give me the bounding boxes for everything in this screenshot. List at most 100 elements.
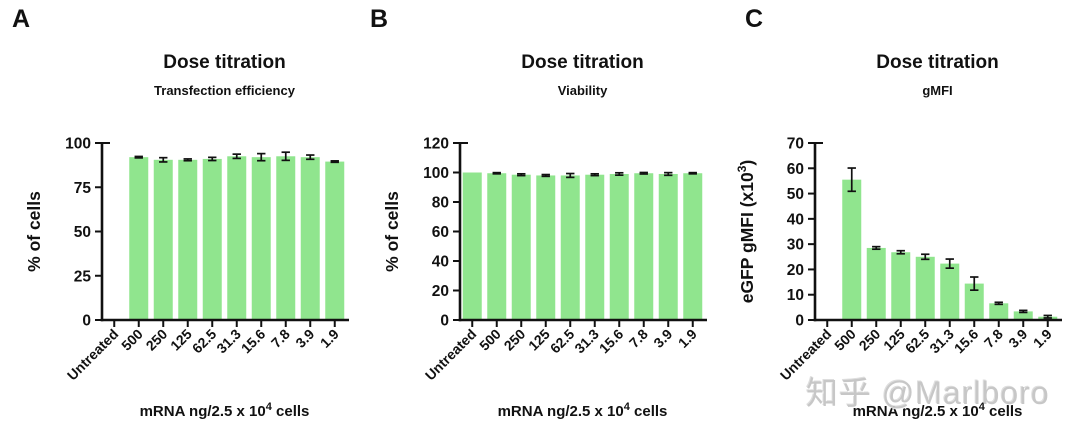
error-bar-1.9: [688, 171, 697, 175]
error-bar-62.5: [921, 253, 930, 261]
x-tick-label: 500: [476, 326, 504, 354]
bars: [129, 156, 345, 320]
bar-3.9: [1013, 311, 1033, 320]
x-tick-label: 31.3: [213, 326, 244, 357]
x-tick-label: 250: [856, 326, 884, 354]
y-tick-label: 80: [432, 195, 449, 212]
bar-500: [487, 173, 507, 320]
x-tick-label: Untreated: [777, 326, 835, 384]
error-bars: [847, 167, 1052, 319]
x-axis-title: mRNA ng/2.5 x 104 cells: [853, 401, 1023, 420]
y-axis-title: eGFP gMFI (x103): [735, 160, 757, 303]
panel-a-letter: A: [12, 5, 31, 33]
error-bar-7.8: [994, 301, 1003, 306]
x-tick-label: 7.8: [626, 326, 651, 351]
y-tick-label: 70: [787, 136, 804, 153]
bar-3.9: [300, 157, 320, 320]
error-bar-31.3: [590, 172, 599, 177]
y-tick-label: 50: [787, 186, 804, 203]
y-tick-label: 100: [65, 136, 91, 153]
y-tick-label: 0: [795, 313, 804, 330]
y-tick-label: 10: [787, 287, 804, 304]
x-tick-label: 7.8: [981, 326, 1006, 351]
panel-b-subtitle: Viability: [557, 83, 608, 98]
x-tick-label: 31.3: [926, 326, 957, 357]
bars: [842, 179, 1058, 320]
error-bars: [492, 171, 697, 179]
bar-1.9: [683, 173, 703, 320]
bar-7.8: [634, 173, 654, 320]
x-tick-label: 15.6: [596, 326, 627, 357]
axes: [813, 142, 1062, 322]
bar-125: [891, 252, 911, 320]
error-bar-7.8: [281, 151, 290, 162]
error-bar-3.9: [306, 154, 315, 161]
error-bar-1.9: [1043, 314, 1052, 319]
x-tick-label: 62.5: [902, 326, 933, 357]
error-bar-500: [134, 155, 143, 159]
x-tick-label: 1.9: [675, 326, 700, 351]
y-tick-label: 40: [787, 211, 804, 228]
bar-3.9: [658, 173, 678, 320]
error-bar-3.9: [664, 171, 673, 177]
x-tick-label: 3.9: [650, 326, 675, 351]
x-tick-label: 62.5: [547, 326, 578, 357]
panel-a: A Dose titration Transfection efficiency…: [0, 0, 367, 434]
bar-15.6: [251, 157, 271, 320]
y-tick-label: 100: [423, 165, 449, 182]
y-ticks: 0 25 50 75 100: [65, 136, 102, 330]
x-tick-label: 15.6: [238, 326, 269, 357]
error-bar-125: [541, 173, 550, 178]
x-tick-label: 62.5: [189, 326, 220, 357]
x-tick-label: Untreated: [422, 326, 480, 384]
y-tick-label: 75: [74, 180, 92, 197]
y-ticks: 0 10 20 30 40 50 60 70: [787, 136, 815, 330]
error-bar-31.3: [232, 153, 241, 160]
bar-7.8: [989, 303, 1009, 320]
error-bar-62.5: [208, 156, 217, 162]
bar-62.5: [915, 256, 935, 320]
y-tick-label: 0: [440, 313, 449, 330]
bar-1.9: [325, 161, 345, 320]
error-bar-250: [872, 245, 881, 251]
x-tick-label: 250: [501, 326, 529, 354]
y-tick-label: 25: [74, 268, 92, 285]
panel-b-title: Dose titration: [521, 52, 644, 73]
y-tick-label: 50: [74, 224, 91, 241]
x-tick-label: 500: [831, 326, 859, 354]
error-bar-62.5: [566, 172, 575, 179]
panel-c: C Dose titration gMFI 0 10 20 30 40 50 60 70 eGF…: [713, 0, 1080, 434]
error-bars: [134, 151, 339, 164]
bar-31.3: [585, 174, 605, 320]
y-tick-label: 0: [82, 313, 91, 330]
y-tick-label: 60: [432, 224, 449, 241]
bar-7.8: [276, 156, 296, 320]
bar-125: [178, 159, 198, 320]
bar-250: [153, 159, 173, 320]
bar-500: [842, 179, 862, 320]
x-tick-label: 125: [880, 326, 908, 354]
error-bar-500: [847, 167, 856, 193]
x-tick-label: 7.8: [268, 326, 293, 351]
chart-svg-B: 0 20 40 60 80 100 120 % of cells Untreated500250…: [382, 136, 707, 420]
y-axis-title: % of cells: [382, 191, 402, 272]
bar-62.5: [202, 158, 222, 320]
bar-31.3: [227, 156, 247, 320]
panel-c-subtitle: gMFI: [922, 83, 953, 98]
error-bar-3.9: [1019, 309, 1028, 314]
bar-Untreated: [462, 172, 482, 320]
y-tick-label: 120: [423, 136, 449, 153]
chart-b: 0 20 40 60 80 100 120 % of cells Untreated 500 250…: [358, 130, 718, 434]
panel-a-subtitle: Transfection efficiency: [154, 83, 295, 98]
x-tick-label: 3.9: [292, 326, 317, 351]
error-bar-31.3: [945, 258, 954, 270]
y-tick-label: 40: [432, 254, 449, 271]
bar-250: [511, 174, 531, 320]
x-tick-label: 1.9: [317, 326, 342, 351]
x-tick-label: 1.9: [1030, 326, 1055, 351]
x-tick-label: 125: [525, 326, 553, 354]
x-tick-label: 500: [118, 326, 146, 354]
